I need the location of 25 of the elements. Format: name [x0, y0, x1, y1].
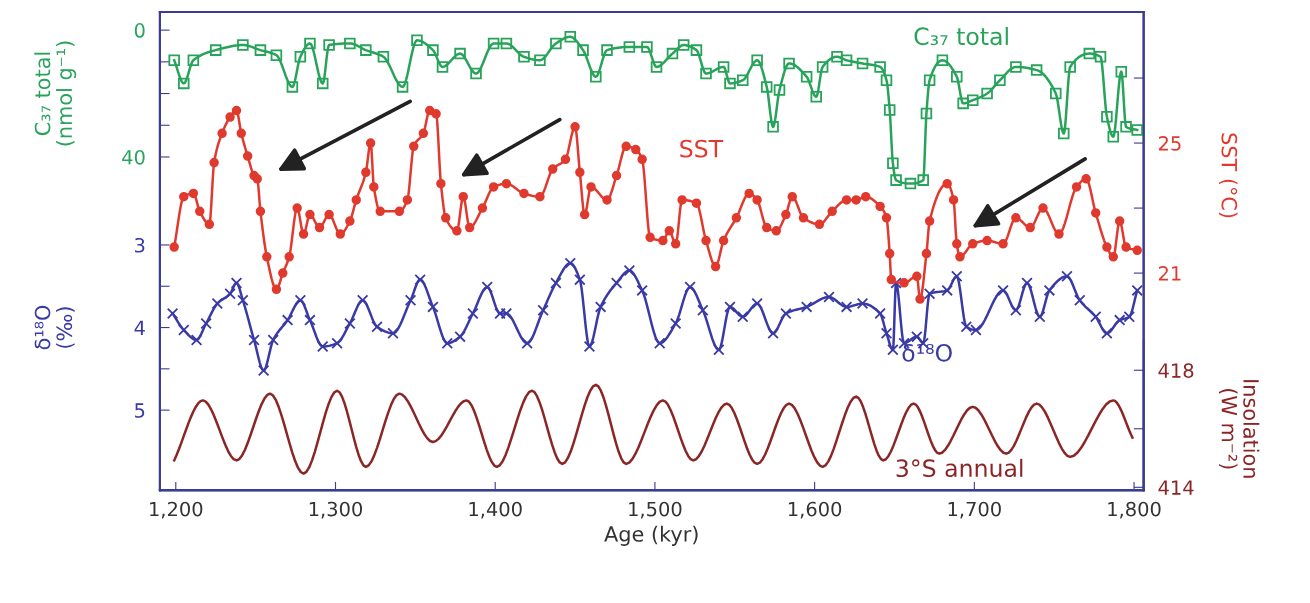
series-label: 3°S annual — [896, 458, 1023, 478]
x-tick-label: 1,800 — [1108, 501, 1161, 519]
y2-axis-title: SST (°C) — [1219, 133, 1238, 218]
y-tick-label: 3 — [135, 237, 145, 253]
y2-tick-label: 25 — [1158, 136, 1181, 151]
y2-tick-label: 414 — [1158, 480, 1194, 495]
x-tick-label: 1,400 — [469, 501, 522, 519]
y-tick-label: 5 — [135, 403, 145, 418]
x-tick-label: 1,600 — [788, 501, 842, 519]
series-label: δ¹⁸O — [902, 343, 952, 362]
x-tick-label: 1,500 — [629, 501, 682, 519]
y-tick-label: 4 — [134, 320, 145, 335]
y2-axis-title: Insolation (W m⁻²) — [1219, 380, 1260, 478]
y2-tick-label: 21 — [1158, 266, 1181, 281]
y3-tick-label: 40 — [122, 149, 145, 165]
y3-axis-title: C₃₇ total (nmol g⁻¹) — [34, 41, 77, 146]
x-tick-label: 1,700 — [948, 501, 1001, 519]
x-tick-label: 1,200 — [150, 501, 203, 519]
y-axis-title: δ¹⁸O (‰) — [34, 305, 75, 350]
y2-tick-label: 418 — [1158, 363, 1194, 378]
x-tick-label: 1,300 — [309, 501, 363, 519]
x-axis-title: Age (kyr) — [604, 525, 698, 546]
series-label: C₃₇ total — [914, 26, 1008, 46]
series-label: SST — [680, 139, 724, 158]
y3-tick-label: 0 — [134, 23, 145, 38]
